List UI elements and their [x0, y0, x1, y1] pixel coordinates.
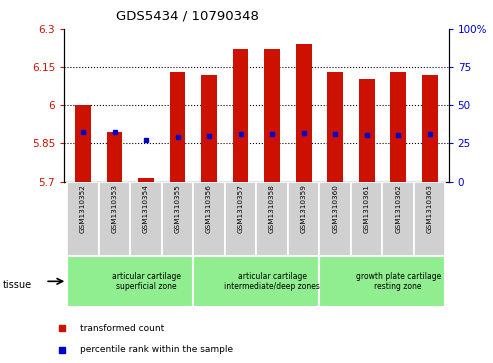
Bar: [75, 105, 91, 182]
Text: articular cartilage
superficial zone: articular cartilage superficial zone: [111, 272, 180, 291]
Bar: [296, 44, 312, 182]
Bar: [233, 49, 248, 182]
Bar: [327, 72, 343, 182]
Bar: [390, 72, 406, 182]
Text: articular cartilage
intermediate/deep zones: articular cartilage intermediate/deep zo…: [224, 272, 320, 291]
Bar: [383, 182, 414, 256]
Text: GSM1310353: GSM1310353: [111, 184, 117, 233]
Bar: [201, 75, 217, 182]
Bar: [264, 49, 280, 182]
Bar: [414, 182, 446, 256]
Bar: [351, 182, 383, 256]
Bar: [67, 256, 193, 307]
Text: GSM1310362: GSM1310362: [395, 184, 401, 233]
Text: GSM1310359: GSM1310359: [301, 184, 307, 233]
Bar: [99, 182, 130, 256]
Text: GSM1310357: GSM1310357: [238, 184, 244, 233]
Bar: [319, 182, 351, 256]
Bar: [319, 256, 446, 307]
Bar: [106, 132, 122, 182]
Bar: [288, 182, 319, 256]
Bar: [225, 182, 256, 256]
Text: GSM1310356: GSM1310356: [206, 184, 212, 233]
Text: GSM1310358: GSM1310358: [269, 184, 275, 233]
Text: GSM1310361: GSM1310361: [364, 184, 370, 233]
Text: tissue: tissue: [2, 280, 32, 290]
Bar: [67, 182, 99, 256]
Bar: [256, 182, 288, 256]
Text: percentile rank within the sample: percentile rank within the sample: [80, 345, 233, 354]
Text: growth plate cartilage
resting zone: growth plate cartilage resting zone: [355, 272, 441, 291]
Text: transformed count: transformed count: [80, 323, 164, 333]
Bar: [422, 75, 438, 182]
Bar: [359, 78, 375, 182]
Text: GSM1310354: GSM1310354: [143, 184, 149, 233]
Bar: [193, 182, 225, 256]
Bar: [130, 182, 162, 256]
Text: GSM1310355: GSM1310355: [175, 184, 180, 233]
Text: GSM1310363: GSM1310363: [427, 184, 433, 233]
Bar: [162, 182, 193, 256]
Text: GDS5434 / 10790348: GDS5434 / 10790348: [116, 9, 259, 22]
Text: GSM1310360: GSM1310360: [332, 184, 338, 233]
Text: GSM1310352: GSM1310352: [80, 184, 86, 233]
Bar: [170, 72, 185, 182]
Bar: [193, 256, 319, 307]
Bar: [138, 178, 154, 182]
